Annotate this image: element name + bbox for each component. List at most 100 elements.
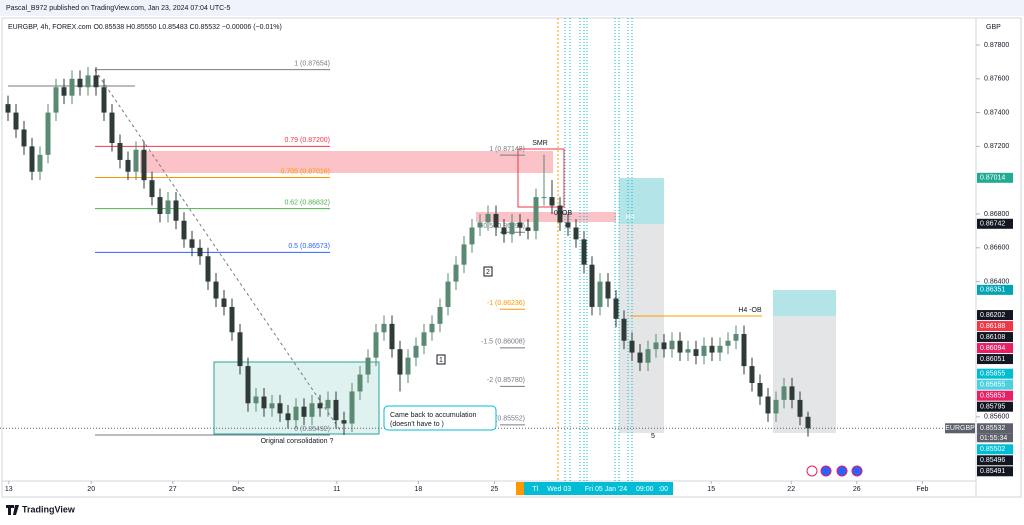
symbol-tag xyxy=(945,423,975,434)
candle-body xyxy=(637,352,643,363)
fib-label: 0.79 (0.87200) xyxy=(284,137,330,144)
candle-body xyxy=(261,396,267,409)
candle-body xyxy=(197,247,203,257)
candle-body xyxy=(429,323,435,333)
fib-label: -2.5 (0.85552) xyxy=(481,416,525,423)
candle-body xyxy=(125,159,131,172)
candle-body xyxy=(557,205,563,223)
fib-label: 0.5 (0.86573) xyxy=(288,243,330,250)
candle-body xyxy=(453,264,459,282)
price-label-text: 0.86351 xyxy=(980,287,1005,294)
annotation: (doesn't have to ) xyxy=(390,421,444,428)
fib-label: -1 (0.86236) xyxy=(487,300,525,307)
candle-body xyxy=(533,197,539,231)
candle-body xyxy=(765,396,771,414)
price-label xyxy=(977,401,1013,412)
logo xyxy=(6,505,19,515)
candle-body xyxy=(749,366,755,383)
fib-label: 0.62 (0.86832) xyxy=(284,199,330,206)
candle-body xyxy=(277,403,283,414)
y-tick-label: 0.86400 xyxy=(984,278,1009,285)
fib-label: 1 (0.87654) xyxy=(294,61,330,68)
candle-body xyxy=(101,87,107,113)
candle-body xyxy=(333,399,339,421)
candle-body xyxy=(317,403,323,409)
annotation: Came back to accumulation xyxy=(390,412,476,419)
smr-box xyxy=(517,148,565,208)
marker: 2 xyxy=(486,269,490,276)
candle-body xyxy=(781,386,787,400)
candle-body xyxy=(421,332,427,346)
candle-body xyxy=(573,227,579,240)
candle-body xyxy=(365,357,371,375)
candle-body xyxy=(805,416,811,429)
countdown-box xyxy=(977,433,1013,443)
price-label-text: 0.86108 xyxy=(980,334,1005,341)
price-label-text: 0.85853 xyxy=(980,393,1005,400)
price-label-text: 0.86051 xyxy=(980,356,1005,363)
price-label xyxy=(977,284,1013,295)
candle-body xyxy=(357,374,363,392)
candle-body xyxy=(589,264,595,307)
candle-body xyxy=(13,112,19,130)
annotation: SMR xyxy=(532,140,548,147)
candle-body xyxy=(469,227,475,245)
annotation: Original consolidation ? xyxy=(261,438,334,445)
candle-body xyxy=(245,366,251,404)
x-tick-label: Dec xyxy=(232,486,245,493)
candle-body xyxy=(109,112,115,144)
candle-body xyxy=(253,396,259,404)
candle-body xyxy=(701,345,707,356)
last-price-label-text: 0.85532 xyxy=(980,425,1005,432)
candle-body xyxy=(549,197,555,206)
candle-body xyxy=(773,399,779,414)
annotation: H4 xyxy=(626,214,635,221)
candle-body xyxy=(93,75,99,88)
fib-label: -0.5 (0.86692) xyxy=(481,223,525,230)
candle-body xyxy=(461,244,467,265)
candle-body xyxy=(389,323,395,350)
candle-body xyxy=(501,227,507,235)
candle-body xyxy=(741,333,747,367)
candle-body xyxy=(509,222,515,235)
stop-box xyxy=(773,316,836,433)
price-label xyxy=(977,218,1013,229)
candle-body xyxy=(205,256,211,282)
price-label-text: 0.85491 xyxy=(980,468,1005,475)
candle-body xyxy=(733,333,739,341)
x-highlight-label: Fri 05 Jan '24 xyxy=(585,486,627,493)
candle-body xyxy=(269,403,275,409)
candle-body xyxy=(149,180,155,198)
candle-body xyxy=(5,104,11,113)
candle-body xyxy=(661,342,667,350)
candle-body xyxy=(685,349,691,353)
candle-body xyxy=(525,227,531,231)
candle-body xyxy=(77,78,83,88)
candle-body xyxy=(725,340,731,346)
publisher: Pascal_B972 published on TradingView.com… xyxy=(6,5,231,12)
candle-body xyxy=(237,332,243,367)
candle-body xyxy=(541,197,547,199)
candle-body xyxy=(717,345,723,353)
candle-body xyxy=(413,345,419,358)
last-price-label xyxy=(977,423,1013,434)
candle-body xyxy=(445,281,451,307)
y-tick-label: 0.86800 xyxy=(984,211,1009,218)
price-label-text: 0.85502 xyxy=(980,446,1005,453)
symbol-line: EURGBP, 4h, FOREX.com O0.85538 H0.85550 … xyxy=(8,24,282,31)
candle-body xyxy=(301,406,307,417)
price-label-text: 0.85855 xyxy=(980,371,1005,378)
x-tick-label: 13 xyxy=(5,486,13,493)
price-label-text: 0.85795 xyxy=(980,404,1005,411)
price-label-text: 0.85855 xyxy=(980,382,1005,389)
candle-body xyxy=(45,112,51,155)
price-label-text: 0.87014 xyxy=(980,175,1005,182)
x-tick-label: 20 xyxy=(87,486,95,493)
candle-body xyxy=(285,413,291,421)
price-label xyxy=(977,444,1013,455)
candle-body xyxy=(21,129,27,147)
candle-body xyxy=(517,222,523,228)
y-tick-label: 0.86600 xyxy=(984,245,1009,252)
chart-layer: 0.87800 0.87600 0.87400 0.87200 0.86800 0.866… xyxy=(0,42,1013,493)
